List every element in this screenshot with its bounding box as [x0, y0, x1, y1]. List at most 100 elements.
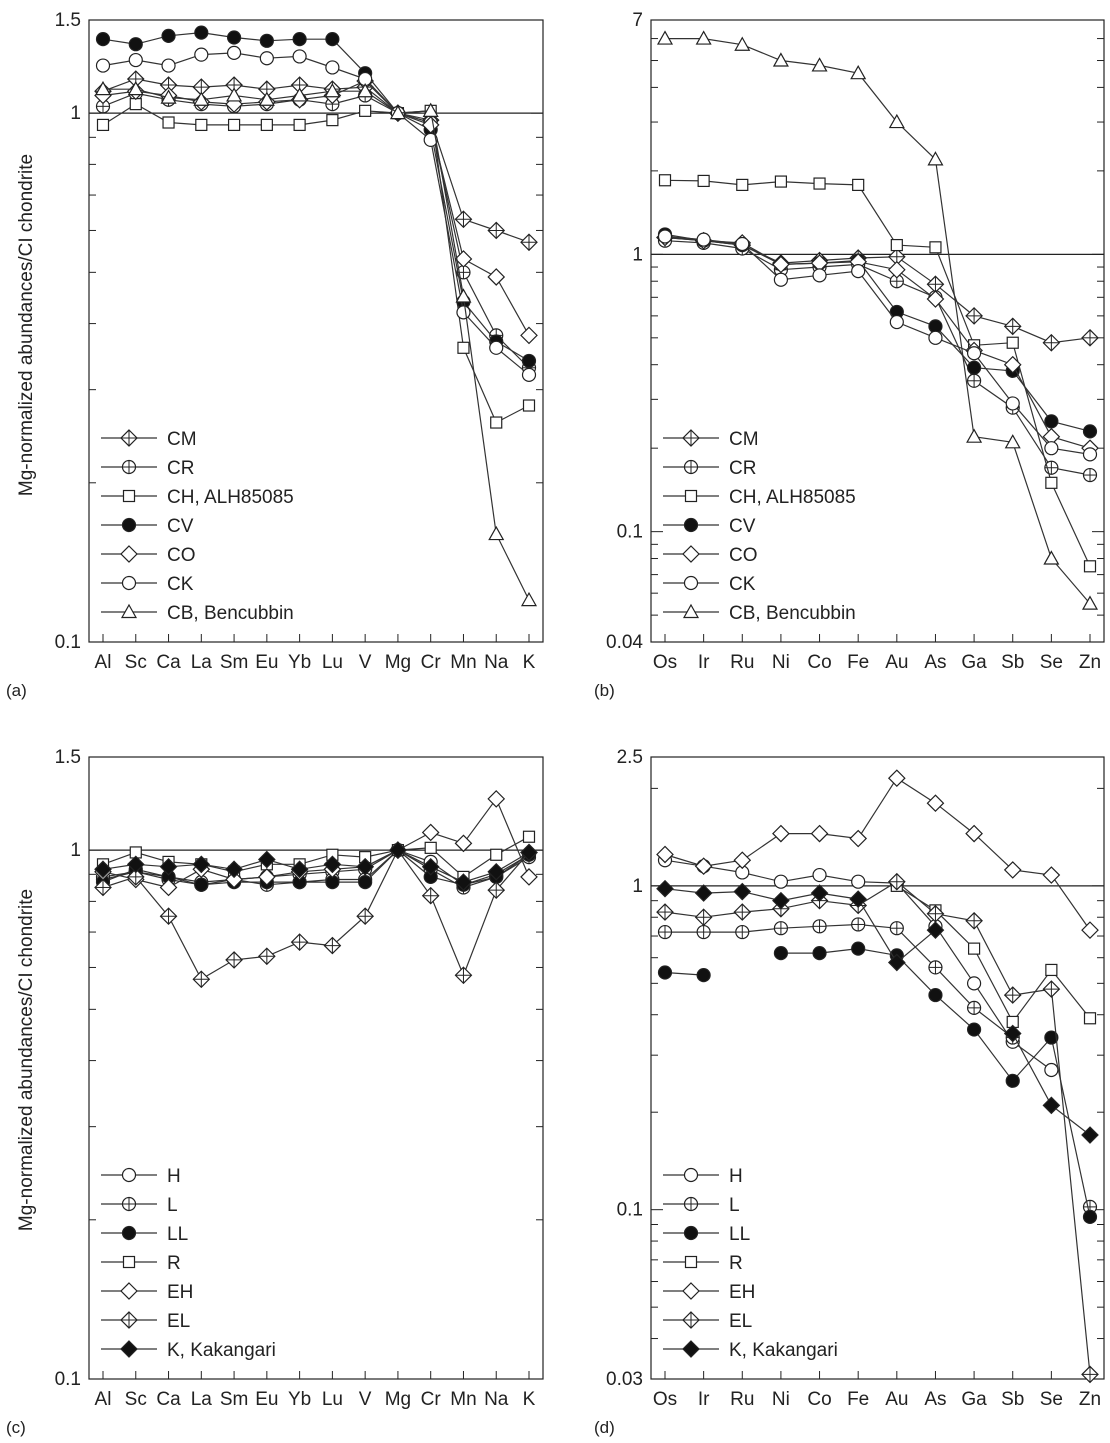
- panel-a-legend-label-cr: CR: [167, 458, 194, 479]
- panel-a-ytick-label: 1: [70, 103, 81, 124]
- panel-d-point-k-kakangari: [887, 953, 906, 972]
- panel-a-ytick-label: 0.1: [55, 632, 81, 653]
- panel-c-point-k-kakangari: [487, 862, 506, 881]
- panel-a-point-ck: [194, 47, 209, 62]
- panel-a-point-ch-alh85085: [260, 118, 273, 132]
- panel-b-xtick-label-au: Au: [885, 652, 908, 673]
- panel-d-series-el: [656, 872, 1099, 1384]
- panel-a-point-ck: [521, 367, 537, 382]
- panel-d-point-l: [657, 924, 673, 940]
- panel-a-legend-item-ck: CK: [101, 574, 194, 595]
- panel-a-point-cv: [226, 30, 242, 45]
- panel-d-point-l: [928, 960, 943, 975]
- panel-b-xtick-label-os: Os: [653, 652, 677, 673]
- panel-a-label: (a): [6, 681, 27, 700]
- panel-b-point-ck: [1082, 447, 1098, 462]
- panel-d-point-l: [735, 924, 750, 940]
- panel-c-legend-item-ll: LL: [101, 1224, 188, 1245]
- panel-c-legend-label-el: EL: [167, 1311, 190, 1332]
- panel-b-series-ch-alh85085: [658, 174, 1097, 573]
- panel-a-point-ch-alh85085: [129, 98, 142, 111]
- panel-c-frame: [88, 756, 544, 1380]
- panel-d-legend-marker-h: [683, 1167, 699, 1183]
- panel-c-legend-label-ll: LL: [167, 1224, 188, 1245]
- panel-b-ytick-label: 0.1: [617, 522, 643, 543]
- panel-d-series-l: [657, 917, 1098, 1214]
- panel-b-series-cr: [657, 233, 1098, 483]
- panel-d-point-h: [851, 874, 866, 889]
- panel-a-legend: CM CR CH, ALH85085 CV CO CK CB, Bencubbin: [101, 429, 294, 624]
- panel-b-label: (b): [594, 681, 615, 700]
- panel-b-line-ch-alh85085: [664, 179, 1091, 567]
- panel-b-point-cr: [889, 274, 904, 289]
- panel-a-series-cr: [95, 86, 537, 375]
- panel-b-point-cb-bencubbin: [772, 52, 789, 67]
- panel-b-legend-marker-cr: [683, 459, 699, 475]
- panel-a-point-cv: [95, 32, 111, 47]
- panel-d-point-k-kakangari: [1081, 1126, 1099, 1144]
- panel-b-legend-item-ch-alh85085: CH, ALH85085: [663, 487, 856, 508]
- panel-d-xtick-label-as: As: [924, 1389, 946, 1410]
- panel-b-xtick-label-ir: Ir: [698, 652, 710, 673]
- panel-d-point-l: [889, 921, 904, 936]
- panel-c-point-k-kakangari: [290, 860, 309, 879]
- panel-c-legend-marker-r: [122, 1255, 136, 1269]
- panel-a-xtick-label-mg: Mg: [385, 652, 411, 673]
- panel-b-point-cm: [965, 307, 983, 325]
- panel-c-legend-item-l: L: [101, 1195, 178, 1216]
- panel-a-legend-marker-co: [120, 545, 138, 563]
- panel-a-point-ch-alh85085: [457, 341, 470, 354]
- panel-b-legend-label-cm: CM: [729, 429, 759, 450]
- panel-c-series-el: [94, 841, 538, 989]
- panel-b-point-ck: [773, 272, 789, 287]
- panel-d-legend-item-eh: EH: [663, 1282, 755, 1303]
- panel-b-legend-label-ck: CK: [729, 574, 756, 595]
- panel-b-xtick-label-se: Se: [1040, 652, 1063, 673]
- panel-a-point-cb-bencubbin: [520, 591, 538, 607]
- panel-d-point-ll: [1082, 1209, 1098, 1224]
- panel-c-point-k-kakangari: [159, 857, 178, 876]
- panel-c-xtick-label-sc: Sc: [125, 1389, 147, 1410]
- panel-d-line-eh: [664, 777, 1091, 931]
- panel-b-legend-item-cr: CR: [663, 458, 756, 479]
- panel-b: (b): [594, 19, 1105, 700]
- panel-d-ytick-label: 0.03: [606, 1369, 643, 1390]
- panel-b-legend-marker-ch-alh85085: [684, 489, 698, 503]
- panel-c-xtick-label-sm: Sm: [220, 1389, 249, 1410]
- panel-b-point-co: [772, 255, 790, 274]
- panel-a-legend-item-co: CO: [101, 545, 196, 566]
- panel-c-point-eh: [159, 878, 178, 897]
- panel-a-xtick-label-la: La: [191, 652, 213, 673]
- panel-d-point-ll: [812, 945, 827, 961]
- panel-d-point-h: [1044, 1062, 1059, 1078]
- panel-c-legend-item-k-kakangari: K, Kakangari: [101, 1340, 276, 1361]
- panel-c-point-el: [323, 936, 342, 955]
- panel-a-point-ck: [292, 49, 307, 64]
- panel-b-line-cb-bencubbin: [665, 37, 1091, 604]
- panel-c-xtick-label-al: Al: [95, 1389, 112, 1410]
- panel-b-legend-item-cm: CM: [663, 429, 759, 450]
- panel-c-point-eh: [487, 790, 506, 808]
- panel-d-point-l: [851, 917, 866, 932]
- panel-a-point-cb-bencubbin: [357, 83, 374, 98]
- panel-d-point-eh: [1042, 866, 1061, 884]
- panel-d-point-k-kakangari: [926, 921, 945, 939]
- panel-d-legend-label-el: EL: [729, 1311, 752, 1332]
- panel-a-xtick-label-na: Na: [484, 652, 509, 673]
- panel-d-legend-label-r: R: [729, 1253, 743, 1274]
- panel-d-legend-item-ll: LL: [663, 1224, 750, 1245]
- panel-d-xtick-label-ni: Ni: [772, 1389, 790, 1410]
- panel-d-point-el: [656, 903, 674, 921]
- panel-d-point-ll: [696, 968, 711, 983]
- panel-b-ytick-label: 0.04: [606, 632, 643, 653]
- panel-b-xtick-label-sb: Sb: [1001, 652, 1024, 673]
- panel-b-point-co: [887, 260, 906, 279]
- panel-d-xtick-label-fe: Fe: [847, 1389, 869, 1410]
- panel-d-point-eh: [694, 857, 713, 876]
- panel-c-point-el: [192, 970, 211, 989]
- panel-d-point-el: [1081, 1365, 1099, 1384]
- panel-a-point-cv: [325, 32, 340, 47]
- panel-d-line-k-kakangari: [1012, 1033, 1091, 1136]
- panel-d-point-eh: [926, 794, 945, 813]
